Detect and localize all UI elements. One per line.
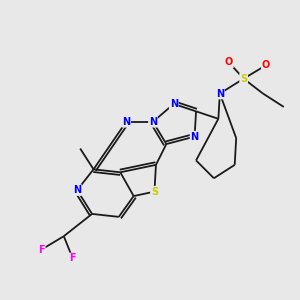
Text: S: S [240,74,247,84]
Text: F: F [38,244,45,255]
Text: N: N [170,99,178,109]
Text: S: S [151,187,158,196]
Text: F: F [69,254,76,263]
Text: N: N [149,117,157,127]
Text: O: O [225,57,233,67]
Text: N: N [190,132,199,142]
Text: N: N [216,88,224,98]
Text: N: N [122,117,130,127]
Text: O: O [262,60,270,70]
Text: N: N [73,185,81,195]
